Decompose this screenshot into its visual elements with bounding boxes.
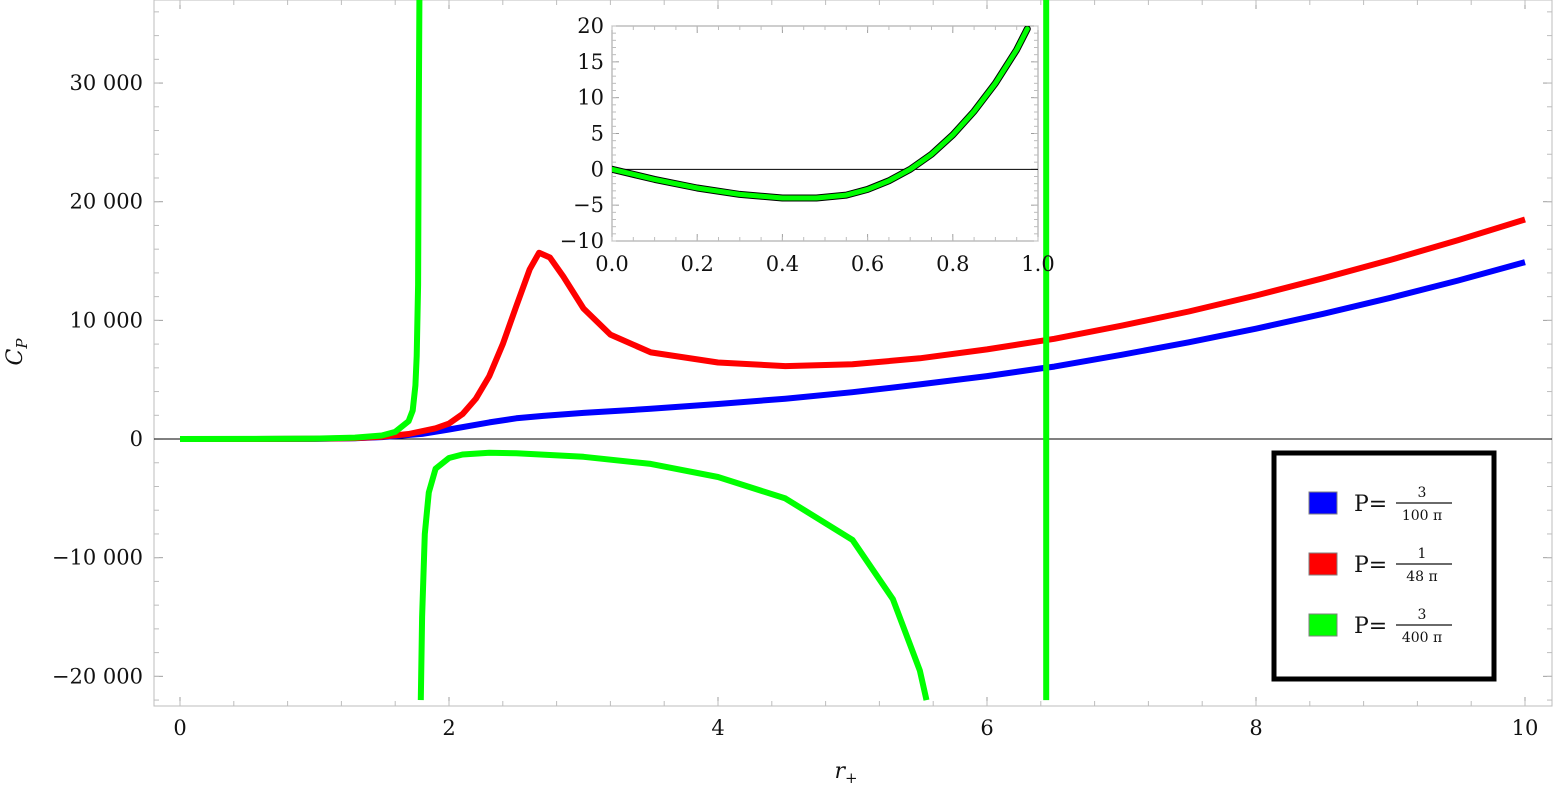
- y-axis-label: CP: [3, 338, 31, 366]
- legend-item: P= 3 100 π: [1308, 485, 1452, 524]
- y-tick-label: −10 000: [52, 546, 143, 570]
- y-tick-label: 10 000: [70, 308, 143, 332]
- x-axis-label: r+: [834, 759, 857, 785]
- y-tick-label: 0: [130, 427, 143, 451]
- inset-x-tick-label: 0.6: [851, 252, 884, 276]
- y-tick-label: 20 000: [70, 190, 143, 214]
- y-tick-label: 30 000: [70, 71, 143, 95]
- series-line-3: [179, 0, 423, 442]
- legend-denominator: 400 π: [1402, 630, 1442, 646]
- inset-x-tick-label: 0.0: [595, 252, 628, 276]
- inset-y-tick-label: 15: [577, 50, 604, 74]
- inset-background: [612, 26, 1038, 241]
- x-tick-label: 2: [442, 716, 455, 740]
- main-series-group: [179, 0, 1526, 701]
- inset-x-tick-label: 0.8: [936, 252, 969, 276]
- legend-numerator: 1: [1418, 546, 1427, 562]
- legend-numerator: 3: [1418, 607, 1427, 623]
- series-line-2: [180, 216, 1526, 442]
- inset-y-tick-label: 0: [591, 157, 604, 181]
- legend-item: P= 1 48 π: [1308, 546, 1452, 585]
- legend-label: P=: [1354, 492, 1387, 517]
- inset-x-tick-label: 1.0: [1021, 252, 1054, 276]
- inset-chart: 0.0 0.2 0.4 0.6 0.8 1.0 −10 −5 0 5 10 15 20: [560, 14, 1055, 276]
- x-tick-label: 0: [173, 716, 186, 740]
- legend-item: P= 3 400 π: [1308, 607, 1452, 646]
- x-tick-label: 4: [711, 716, 724, 740]
- inset-y-tick-label: 20: [577, 14, 604, 38]
- inset-series-line-2: [612, 26, 1030, 201]
- inset-series-group: [612, 26, 1031, 202]
- legend-swatch: [1308, 552, 1338, 576]
- x-tick-label: 6: [980, 716, 993, 740]
- legend-numerator: 3: [1418, 485, 1427, 501]
- plot-frame: [153, 0, 1553, 707]
- inset-x-tick-label: 0.2: [680, 252, 713, 276]
- legend-swatch: [1308, 491, 1338, 515]
- legend-label: P=: [1354, 553, 1387, 578]
- inset-x-tick-label: 0.4: [766, 252, 799, 276]
- inset-y-tick-label: −10: [560, 229, 604, 253]
- x-tick-label: 8: [1249, 716, 1262, 740]
- legend-swatch: [1308, 613, 1338, 637]
- inset-y-tick-label: 5: [591, 122, 604, 146]
- y-tick-label: −20 000: [52, 664, 143, 688]
- inset-axes: 0.0 0.2 0.4 0.6 0.8 1.0 −10 −5 0 5 10 15 20: [560, 14, 1055, 276]
- legend-denominator: 48 π: [1406, 569, 1437, 585]
- series-line-1: [180, 259, 1526, 442]
- x-tick-label: 10: [1512, 716, 1539, 740]
- series-line-3: [417, 449, 930, 701]
- legend: P= 3 100 π P= 1 48 π P= 3 400 π: [1271, 450, 1497, 682]
- legend-label: P=: [1354, 614, 1387, 639]
- inset-y-tick-label: −5: [573, 193, 604, 217]
- inset-y-tick-label: 10: [577, 86, 604, 110]
- legend-denominator: 100 π: [1402, 508, 1442, 524]
